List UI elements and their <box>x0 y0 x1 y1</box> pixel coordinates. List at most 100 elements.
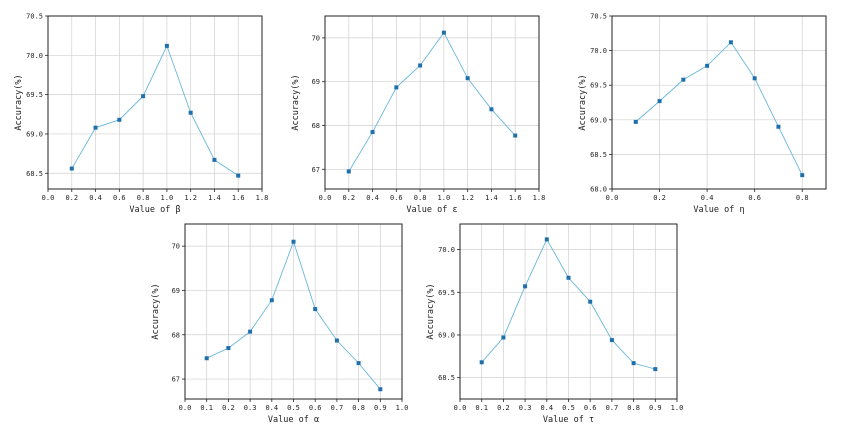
data-point <box>633 119 638 124</box>
x-tick-label: 0.8 <box>414 194 427 202</box>
y-tick-label: 69.0 <box>26 130 43 138</box>
data-point <box>69 166 74 171</box>
y-tick-label: 69.0 <box>438 331 455 339</box>
data-point <box>588 299 593 304</box>
data-point <box>93 125 98 130</box>
data-point <box>291 239 296 244</box>
data-point <box>212 157 217 162</box>
x-tick-label: 0.0 <box>606 194 619 202</box>
plot-tau: 0.0 0.1 0.2 0.3 0.4 0.5 0.6 0.7 0.8 0.9 1.0 68.5 69.… <box>426 223 684 425</box>
x-tick-label: 0.2 <box>653 194 666 202</box>
data-point <box>465 76 470 81</box>
data-point <box>501 335 506 340</box>
x-tick-label: 0.5 <box>562 404 575 412</box>
series-line <box>71 44 239 177</box>
y-tick-label: 68.5 <box>438 374 455 382</box>
x-tick-label: 0.7 <box>606 404 619 412</box>
data-point <box>269 298 274 303</box>
data-point <box>609 338 614 343</box>
y-tick-label: 70.5 <box>590 13 607 21</box>
x-tick-label: 0.1 <box>475 404 488 412</box>
y-axis-label: Accuracy(%) <box>578 74 588 130</box>
y-tick-label: 67 <box>172 376 180 384</box>
y-tick-label: 69.5 <box>590 82 607 90</box>
data-point <box>681 77 686 82</box>
data-point <box>418 63 423 68</box>
x-tick-label: 0.8 <box>627 404 640 412</box>
x-tick-label: 0.5 <box>287 404 300 412</box>
x-tick-label: 0.9 <box>649 404 662 412</box>
data-point <box>705 63 710 68</box>
y-tick-label: 69.5 <box>438 289 455 297</box>
x-tick-label: 0.0 <box>454 404 467 412</box>
x-tick-label: 0.6 <box>309 404 322 412</box>
data-point <box>236 173 241 178</box>
x-tick-label: 0.8 <box>352 404 365 412</box>
x-axis-label: Value of α <box>268 415 319 425</box>
x-tick-label: 0.8 <box>796 194 809 202</box>
y-tick-label: 68 <box>312 122 320 130</box>
x-tick-label: 0.2 <box>497 404 510 412</box>
x-tick-label: 0.4 <box>89 194 102 202</box>
data-point <box>441 30 446 35</box>
x-tick-label: 0.0 <box>179 404 192 412</box>
y-tick-label: 68 <box>172 331 180 339</box>
x-tick-label: 0.9 <box>374 404 387 412</box>
x-tick-label: 1.8 <box>533 194 546 202</box>
plot-alpha: 0.0 0.1 0.2 0.3 0.4 0.5 0.6 0.7 0.8 0.9 1.0 67 68 69 7… <box>151 223 409 425</box>
plot-eta: 0.0 0.2 0.4 0.6 0.8 68.0 68.5 69.0 69.5 70.0 70.5 V… <box>578 13 827 215</box>
data-point <box>117 117 122 122</box>
y-axis-label: Accuracy(%) <box>151 283 161 339</box>
data-point <box>394 85 399 90</box>
x-tick-label: 0.4 <box>540 404 553 412</box>
data-point <box>370 130 375 135</box>
x-tick-label: 0.0 <box>319 194 332 202</box>
x-tick-label: 1.4 <box>485 194 498 202</box>
x-tick-label: 1.0 <box>161 194 174 202</box>
x-axis-label: Value of η <box>693 205 744 215</box>
x-tick-label: 0.6 <box>748 194 761 202</box>
x-tick-label: 0.2 <box>222 404 235 412</box>
data-point <box>356 361 361 366</box>
data-point <box>188 110 193 115</box>
x-tick-label: 0.4 <box>366 194 379 202</box>
x-tick-label: 1.6 <box>232 194 245 202</box>
series-line <box>348 31 516 172</box>
data-point <box>378 387 383 392</box>
plot-beta: 0.0 0.2 0.4 0.6 0.8 1.0 1.2 1.4 1.6 1.8 68.5 69.0 69… <box>14 13 268 216</box>
y-tick-label: 69.0 <box>590 116 607 124</box>
y-tick-label: 68.5 <box>590 151 607 159</box>
y-tick-label: 70 <box>312 34 320 42</box>
x-tick-label: 0.2 <box>342 194 355 202</box>
x-axis-label: Value of ε <box>406 205 457 215</box>
y-axis-label: Accuracy(%) <box>291 74 301 130</box>
data-point <box>800 173 805 178</box>
x-axis-label: Value of τ <box>543 415 594 425</box>
data-point <box>346 169 351 174</box>
data-point <box>513 133 518 138</box>
y-tick-label: 68.5 <box>26 170 43 178</box>
data-point <box>204 356 209 361</box>
x-tick-label: 1.2 <box>461 194 474 202</box>
y-axis-label: Accuracy(%) <box>14 74 24 130</box>
data-point <box>479 360 484 365</box>
x-tick-label: 1.0 <box>671 404 684 412</box>
y-tick-label: 67 <box>312 166 320 174</box>
y-tick-label: 70.0 <box>26 52 43 60</box>
x-tick-label: 1.0 <box>396 404 409 412</box>
y-tick-label: 69 <box>312 78 320 86</box>
x-tick-label: 0.3 <box>519 404 532 412</box>
x-tick-label: 0.8 <box>137 194 150 202</box>
data-point <box>313 307 318 312</box>
y-tick-label: 70.5 <box>26 13 43 21</box>
x-tick-label: 0.4 <box>265 404 278 412</box>
x-tick-label: 1.4 <box>208 194 221 202</box>
x-tick-label: 0.1 <box>200 404 213 412</box>
y-axis-label: Accuracy(%) <box>426 283 436 339</box>
x-tick-label: 0.6 <box>390 194 403 202</box>
y-tick-label: 70.0 <box>438 246 455 254</box>
data-point <box>248 329 253 334</box>
data-point <box>752 76 757 81</box>
x-tick-label: 0.4 <box>701 194 714 202</box>
data-point <box>164 43 169 48</box>
